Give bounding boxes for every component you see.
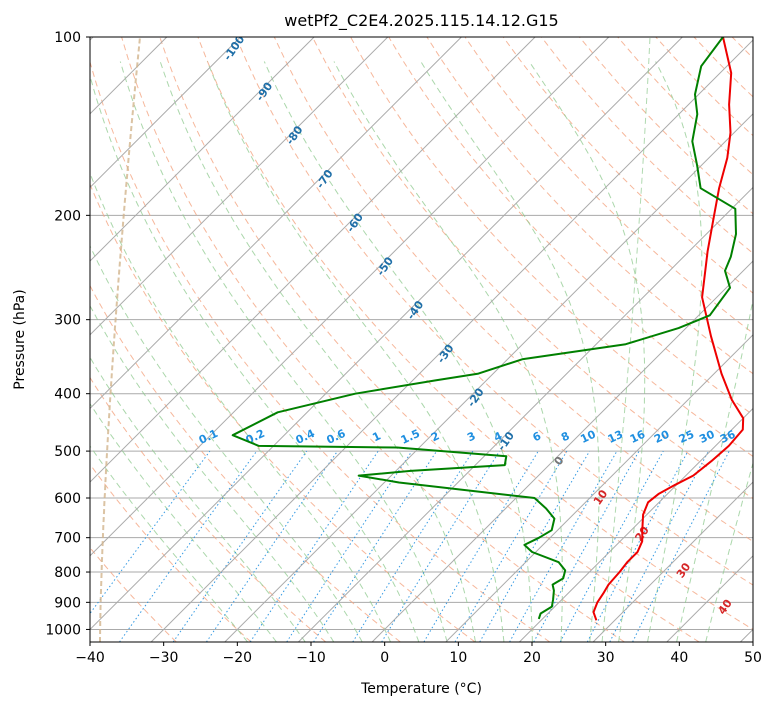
mixing-ratio-line [205,450,338,642]
isotherm-line [90,37,683,631]
mixing-ratio-line [509,450,618,642]
isotherm-line [445,334,753,642]
mixing-ratio-label: 20 [652,428,672,446]
dry-adiabat-line [502,37,753,294]
moist-adiabat-line [90,244,363,642]
dry-adiabat-line [311,37,753,500]
moist-adiabat-line [705,461,753,642]
mixing-ratio-line [533,450,640,642]
moist-adiabat-line [676,297,753,642]
moist-adiabat-line [263,61,533,642]
isotherm-line [371,260,753,642]
moist-adiabat-line [90,445,248,642]
mixing-ratio-line [352,450,474,642]
isotherm-line [90,37,462,410]
mixing-ratio-line [119,450,258,642]
x-tick-label: −10 [296,650,326,666]
mixing-ratio-lines [90,450,730,642]
moist-adiabat-line [90,402,277,642]
moist-adiabat-line [119,61,448,642]
moist-adiabat-line [206,61,505,642]
moist-adiabat-line [647,61,703,642]
x-tick-label: 10 [449,650,467,666]
isotherm-line [90,37,610,557]
dry-adiabat-line [159,37,700,642]
dry-adiabat-line [197,37,753,630]
isotherm-line [298,186,753,642]
y-tick-label: 900 [54,595,81,611]
moist-adiabat-line [90,171,391,642]
y-tick-label: 700 [54,531,81,547]
x-tick-label: −20 [223,650,253,666]
y-tick-label: 1000 [45,622,81,638]
mixing-ratio-line [249,450,379,642]
y-tick-label: 400 [54,387,81,403]
temperature-profile-line [592,37,745,621]
x-tick-label: −40 [75,650,105,666]
moist-adiabat-line [90,74,420,642]
isotherm-line [90,37,241,189]
mixing-ratio-label: 25 [677,428,696,446]
y-axis-title: Pressure (hPa) [12,289,28,389]
mixing-ratio-label: 16 [628,428,648,446]
reference-curve-left [99,37,141,642]
isotherm-line [90,37,536,483]
x-tick-label: 0 [380,650,389,666]
chart-title: wetPf2_C2E4.2025.115.14.12.G15 [284,11,558,31]
dewpoint-profile-line [231,37,737,620]
mixing-ratio-line [172,450,308,642]
dry-adiabat-line [90,463,252,642]
y-tick-label: 200 [54,208,81,224]
isotherm-line [592,481,753,642]
mixing-ratio-line [90,450,211,615]
y-tick-label: 500 [54,444,81,460]
isotherm-line [90,37,389,336]
dry-adiabat-line [90,376,327,642]
x-axis-title: Temperature (°C) [360,681,482,697]
mixing-ratio-line [381,450,500,642]
mixing-ratio-label: 13 [606,428,625,446]
isotherm-line [150,39,753,642]
dry-adiabat-line [235,37,753,586]
moist-adiabat-line [333,61,563,642]
reference-curve-right [601,37,651,642]
y-tick-label: 100 [54,30,81,46]
y-tick-label: 600 [54,491,81,507]
moist-adiabat-line [90,356,306,642]
y-axis-ticks: 100 200 300 400 500 600 700 800 900 1000 [45,30,90,638]
reference-curves [99,37,651,642]
mixing-ratio-line [632,450,730,642]
mixing-ratio-line [313,450,438,642]
moist-adiabat-line [159,61,476,642]
plot-frame [89,36,754,643]
isotherms [90,37,753,642]
x-tick-label: 20 [523,650,541,666]
profile-series [231,37,745,621]
x-tick-label: 40 [670,650,688,666]
dry-adiabat-line [90,60,551,642]
x-tick-label: 50 [744,650,762,666]
moist-adiabat-line [528,61,646,642]
isotherm-line [90,37,315,262]
mixing-ratio-label: 10 [578,428,598,446]
y-tick-label: 800 [54,565,81,581]
x-tick-label: 30 [597,650,615,666]
mixing-ratio-line [559,450,664,642]
isotherm-line [519,407,753,642]
moist-adiabat-line [90,304,335,642]
mixing-ratio-label: 30 [697,428,717,446]
y-tick-label: 300 [54,313,81,329]
x-axis-ticks: −40 −30 −20 −10 0 10 20 30 40 50 [75,642,762,666]
mixing-ratio-line [286,450,413,642]
x-tick-label: −30 [149,650,179,666]
isobar-gridlines [90,37,753,630]
